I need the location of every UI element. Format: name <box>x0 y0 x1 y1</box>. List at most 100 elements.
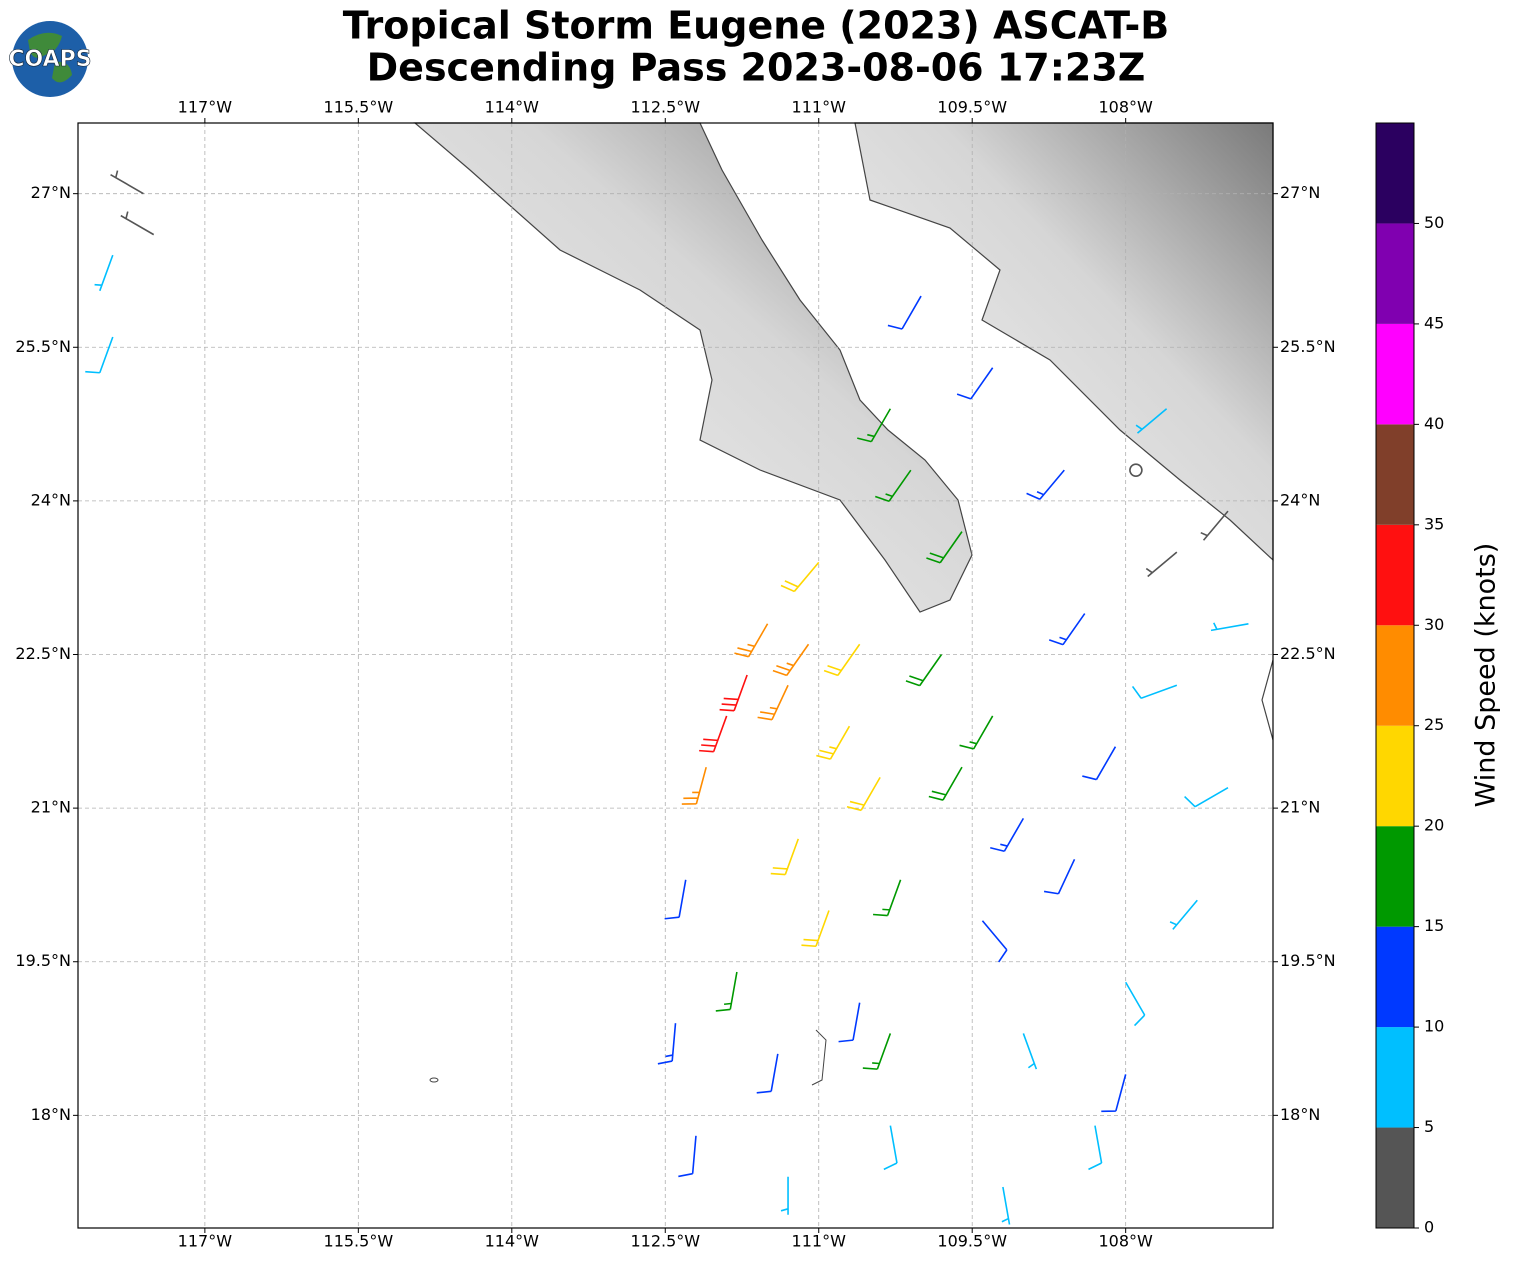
y-tick-label: 27°N <box>31 183 71 202</box>
coast <box>1261 659 1274 741</box>
island <box>429 1077 439 1083</box>
wind-barb <box>120 211 155 236</box>
wind-barb <box>1088 1125 1103 1171</box>
calm-circle <box>1129 463 1143 477</box>
colorbar-frame <box>1375 122 1415 1229</box>
logo-land <box>28 32 72 83</box>
wind-barb <box>801 910 830 948</box>
wind-barb <box>823 643 861 677</box>
wind-barb <box>1022 1033 1038 1070</box>
colorbar-segment <box>1376 926 1414 1028</box>
wind-barb <box>846 776 881 812</box>
chart-subtitle: Descending Pass 2023-08-06 17:23Z <box>367 46 1146 90</box>
wind-barb <box>990 817 1025 853</box>
x-tick-label: 112.5°W <box>630 1232 700 1251</box>
wind-barb <box>1048 613 1086 646</box>
wind-barb <box>1210 622 1249 632</box>
wind-barb <box>1184 786 1229 808</box>
wind-barb <box>905 654 943 687</box>
wind-barb <box>664 879 687 920</box>
y-tick-label: 22.5°N <box>15 644 71 663</box>
wind-barb <box>780 1176 789 1215</box>
wind-barb <box>678 1135 697 1178</box>
colorbar-segment <box>1376 123 1414 224</box>
colorbar-tick-label: 30 <box>1424 615 1444 634</box>
x-tick-label: 111°W <box>792 98 847 117</box>
colorbar-tick-label: 45 <box>1424 313 1444 332</box>
wind-barb <box>1001 1186 1011 1225</box>
colorbar-tick-label: 50 <box>1424 213 1444 232</box>
x-tick-label: 111°W <box>792 1232 847 1251</box>
x-tick-label: 115.5°W <box>324 98 394 117</box>
colorbar-segment <box>1376 1127 1414 1228</box>
map <box>78 122 1274 1228</box>
barbs <box>85 170 1249 1225</box>
colorbar-tick-label: 0 <box>1424 1218 1434 1237</box>
wind-barb <box>1101 1074 1127 1113</box>
wind-barb <box>1043 858 1076 895</box>
wind-barb <box>657 1023 677 1065</box>
y-tick-label: 24°N <box>1280 490 1320 509</box>
y-tick-label: 24°N <box>31 490 71 509</box>
colorbar-tick-label: 10 <box>1424 1017 1444 1036</box>
x-tick-label: 114°W <box>485 98 540 117</box>
colorbar-tick-label: 20 <box>1424 816 1444 835</box>
colorbar-segment <box>1376 323 1414 425</box>
wind-barb <box>838 1002 861 1043</box>
wind-barb <box>1026 469 1065 501</box>
wind-barb <box>887 295 922 330</box>
colorbar-segment <box>1376 826 1414 927</box>
wind-barb <box>816 725 851 760</box>
x-tick-label: 112.5°W <box>630 98 700 117</box>
y-tick-label: 19.5°N <box>15 951 71 970</box>
x-tick-label: 117°W <box>178 98 233 117</box>
wind-barb <box>981 920 1008 963</box>
y-tick-label: 27°N <box>1280 183 1320 202</box>
wind-barb <box>873 879 902 917</box>
colorbar-segment <box>1376 725 1414 827</box>
wind-barb <box>1131 684 1178 699</box>
wind-barb <box>715 971 738 1012</box>
x-tick-label: 109.5°W <box>937 98 1007 117</box>
wind-barb <box>719 674 748 712</box>
wind-barb <box>874 469 912 503</box>
wind-barb <box>1135 408 1168 434</box>
chart-title: Tropical Storm Eugene (2023) ASCAT-B <box>343 4 1169 48</box>
wind-barb <box>756 1053 779 1094</box>
x-tick-label: 108°W <box>1098 98 1153 117</box>
wind-barb <box>959 715 994 750</box>
colorbar-segment <box>1376 424 1414 525</box>
x-tick-label: 117°W <box>178 1232 233 1251</box>
wind-barb <box>681 766 707 805</box>
wind-barb <box>956 367 994 400</box>
colorbar-tick-label: 40 <box>1424 414 1444 433</box>
y-tick-label: 18°N <box>31 1105 71 1124</box>
y-tick-label: 25.5°N <box>1280 337 1336 356</box>
wind-barb <box>1145 551 1178 578</box>
map-frame <box>77 122 1274 1229</box>
y-tick-label: 18°N <box>1280 1105 1320 1124</box>
island <box>811 1029 827 1086</box>
colorbar-segment <box>1376 524 1414 626</box>
logo-text: COAPS <box>8 47 91 72</box>
x-tick-label: 108°W <box>1098 1232 1153 1251</box>
wind-barb <box>772 643 810 677</box>
y-tick-label: 25.5°N <box>15 337 71 356</box>
colorbar-tick-label: 15 <box>1424 916 1444 935</box>
wind-barb <box>780 561 820 593</box>
colorbar-segment <box>1376 625 1414 726</box>
colorbar-tick-label: 5 <box>1424 1117 1434 1136</box>
x-tick-label: 114°W <box>485 1232 540 1251</box>
wind-barb <box>757 684 789 721</box>
y-tick-label: 21°N <box>31 798 71 817</box>
wind-barb <box>770 838 800 876</box>
wind-barb <box>1124 981 1146 1027</box>
wind-barb <box>1082 746 1117 781</box>
wind-barb <box>1169 899 1198 930</box>
wind-barb <box>110 170 144 195</box>
wind-barb <box>1200 510 1229 541</box>
wind-barb <box>85 336 114 374</box>
y-tick-label: 22.5°N <box>1280 644 1336 663</box>
wind-barb <box>734 623 769 658</box>
